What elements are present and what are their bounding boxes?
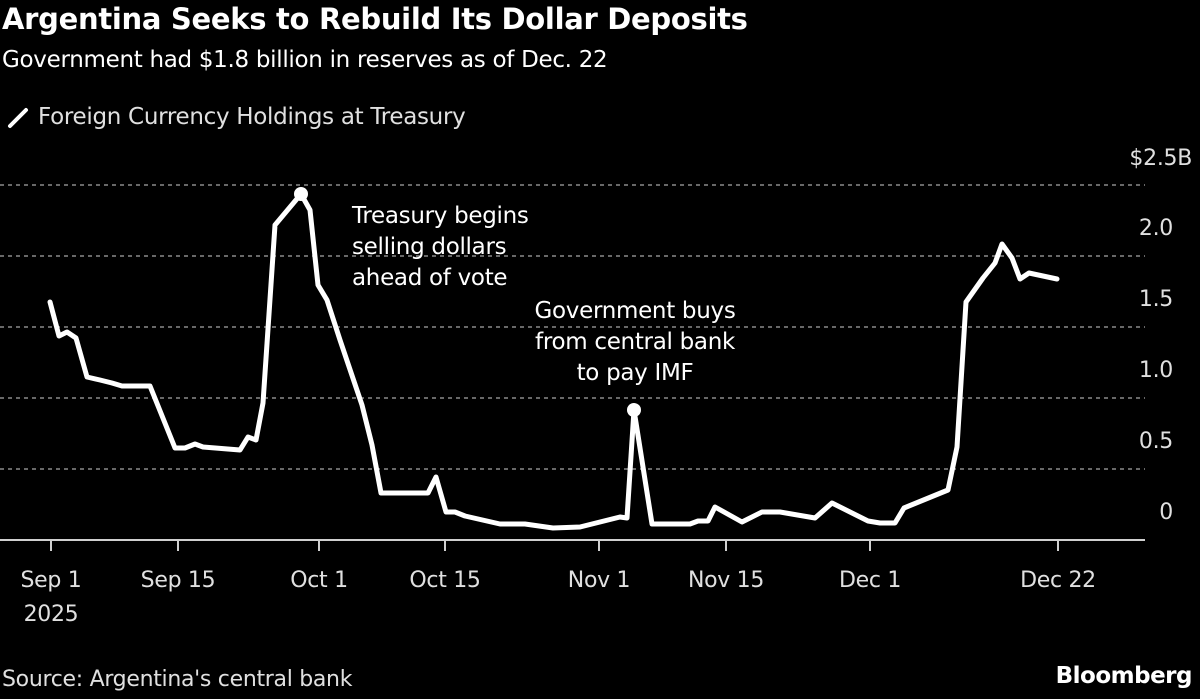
series-line (47, 191, 1060, 531)
chart-subtitle: Government had $1.8 billion in reserves … (2, 47, 608, 73)
y-tick-2.5: $2.5B (1129, 146, 1192, 171)
annotation-line: Treasury begins (352, 203, 529, 229)
bloomberg-logo: Bloomberg (1055, 663, 1193, 689)
y-tick-0.5: 0.5 (1138, 429, 1173, 454)
annotation-line: to pay IMF (576, 360, 694, 386)
x-tick-label: Sep 1 2025 (20, 568, 82, 627)
annotation-line: ahead of vote (352, 265, 508, 291)
y-tick-1.0: 1.0 (1138, 358, 1173, 383)
annotation-marker-imf (627, 403, 641, 417)
legend-label: Foreign Currency Holdings at Treasury (38, 104, 466, 130)
annotation-treasury: Treasury begins selling dollars ahead of… (352, 201, 529, 294)
line-swatch-icon (8, 108, 28, 128)
x-tick-label: Nov 1 (567, 568, 631, 593)
x-tick-label: Oct 1 (290, 568, 348, 593)
annotation-imf: Government buys from central bank to pay… (515, 296, 755, 389)
annotation-line: from central bank (535, 329, 735, 355)
x-tick-label: Nov 15 (687, 568, 765, 593)
y-tick-2.0: 2.0 (1138, 216, 1173, 241)
chart-title: Argentina Seeks to Rebuild Its Dollar De… (2, 2, 748, 36)
source-note: Source: Argentina's central bank (2, 667, 353, 692)
annotation-line: selling dollars (352, 234, 507, 260)
x-axis-ticks (50, 540, 1059, 551)
x-tick-label: Sep 15 (140, 568, 216, 593)
x-tick-label: Dec 22 (1020, 568, 1096, 593)
annotation-line: Government buys (534, 298, 736, 324)
x-tick-label: Oct 15 (409, 568, 481, 593)
legend: Foreign Currency Holdings at Treasury (6, 104, 466, 130)
x-tick-label: Dec 1 (838, 568, 902, 593)
annotation-marker-treasury (294, 187, 308, 201)
y-tick-1.5: 1.5 (1138, 287, 1173, 312)
y-tick-0: 0 (1159, 500, 1173, 525)
